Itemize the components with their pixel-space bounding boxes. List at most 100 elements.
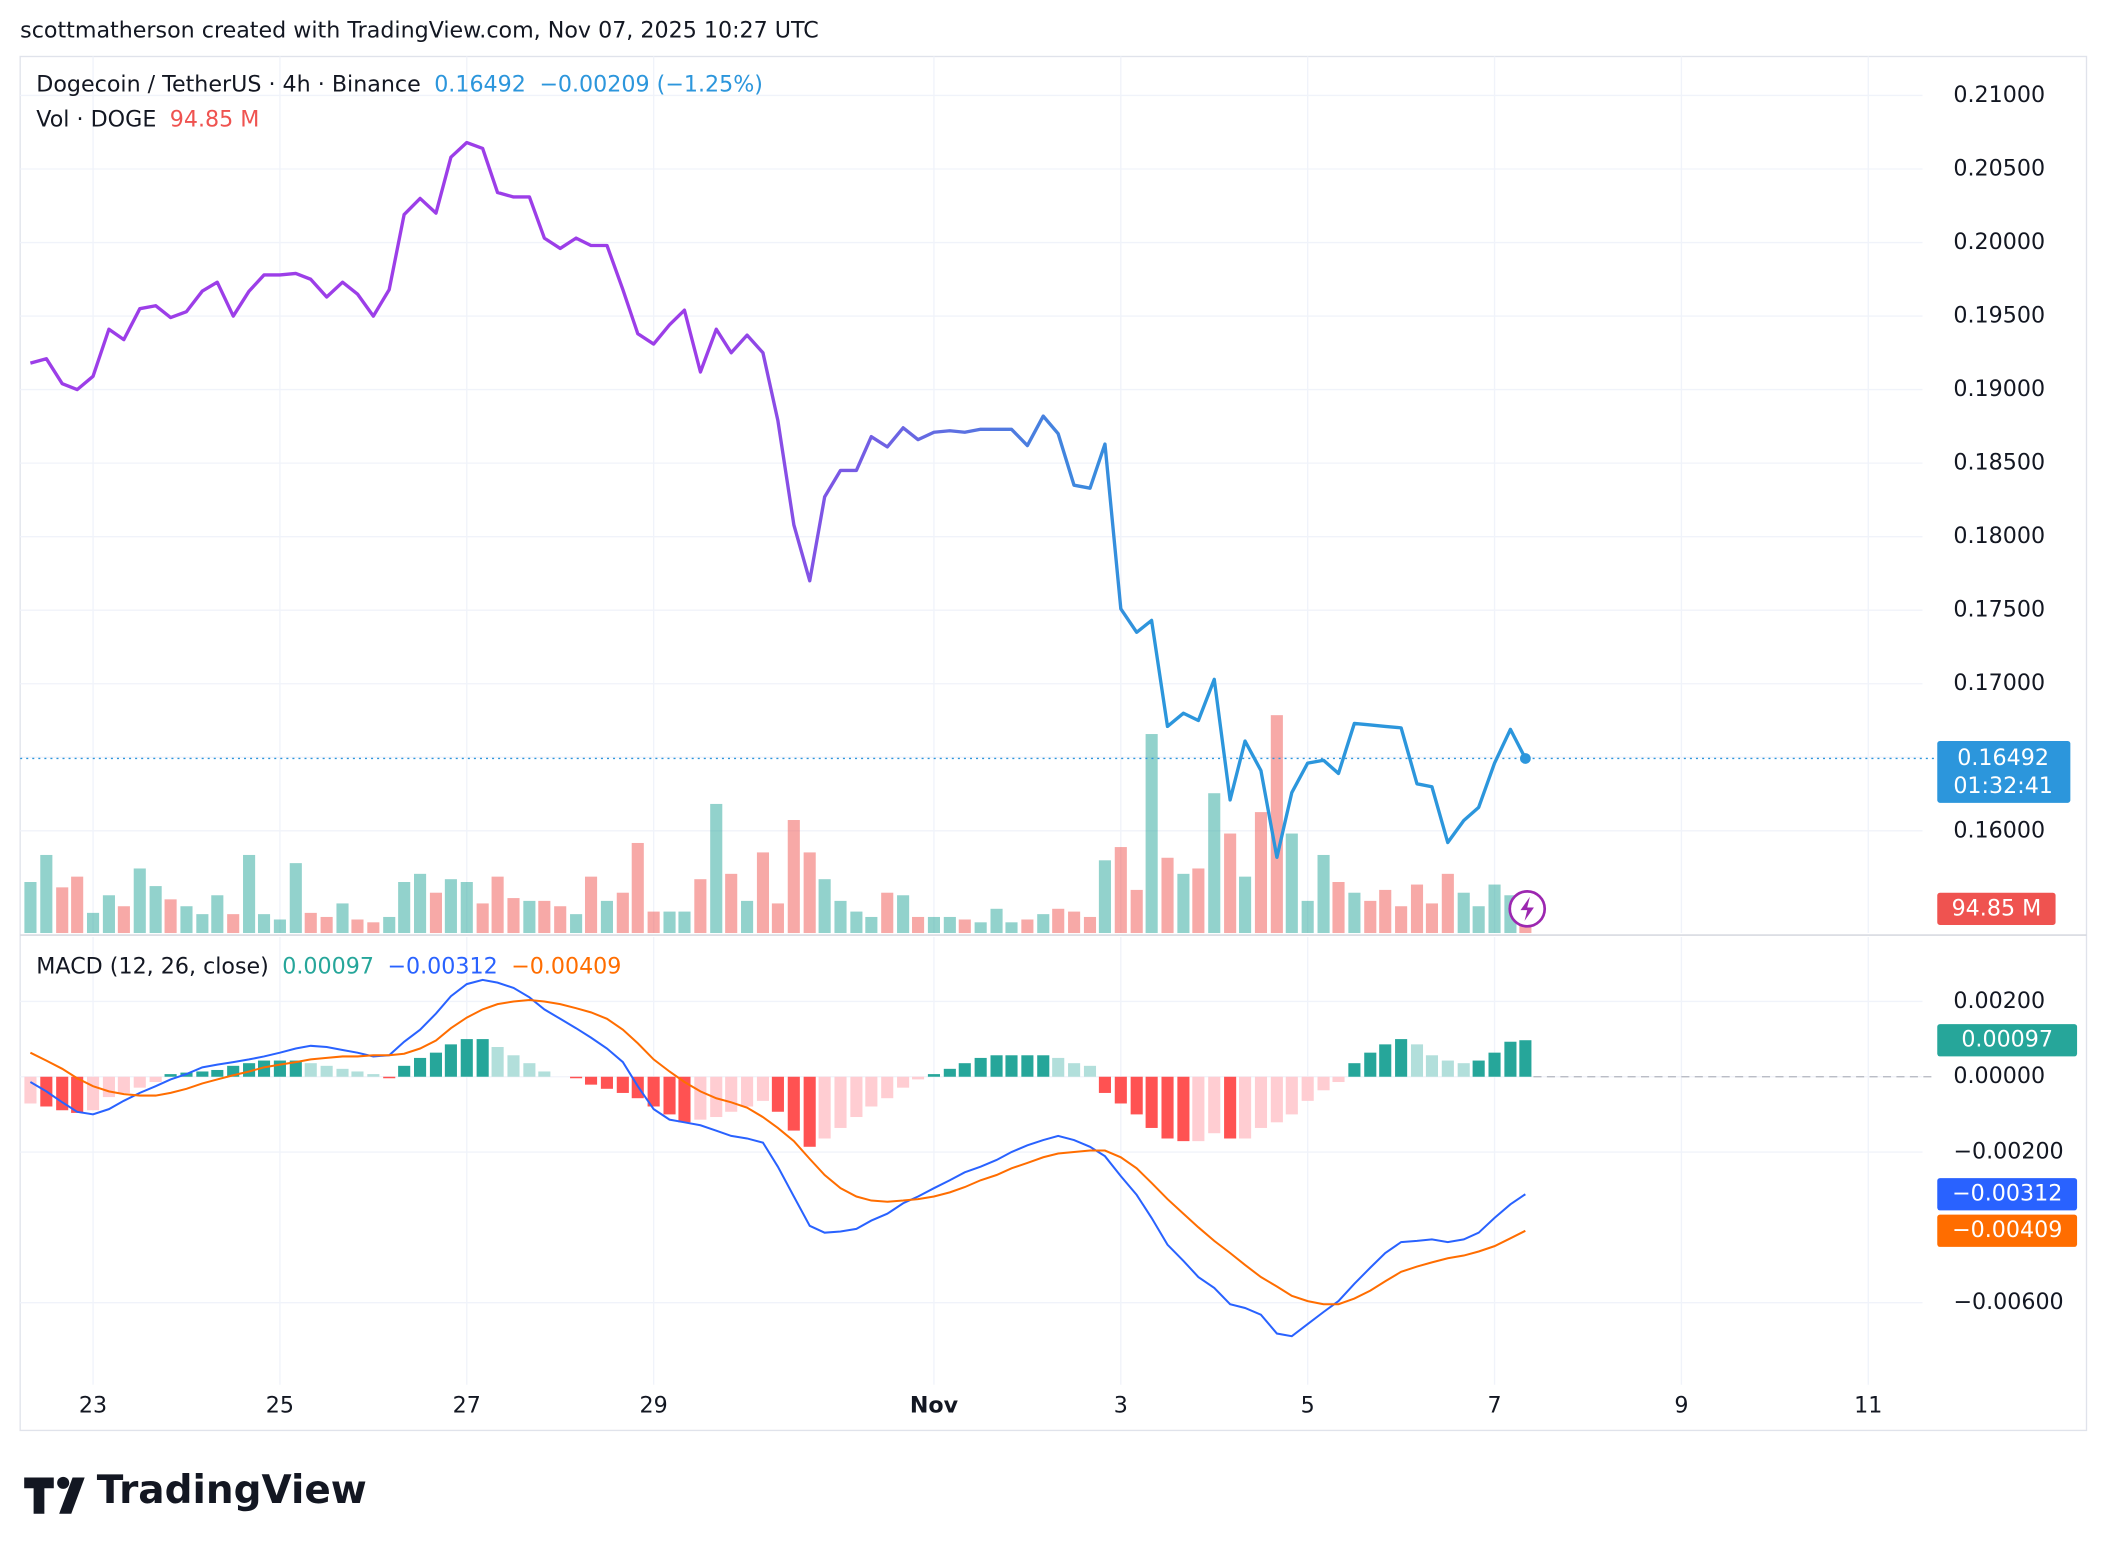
volume-bar bbox=[1192, 868, 1205, 934]
macd-histogram-bar bbox=[818, 1076, 831, 1139]
macd-histogram-bar bbox=[538, 1071, 551, 1077]
macd-histogram-bar bbox=[227, 1065, 240, 1077]
macd-histogram-bar bbox=[1395, 1039, 1408, 1077]
macd-histogram-bar bbox=[694, 1076, 707, 1120]
volume-bar bbox=[164, 899, 177, 934]
macd-histogram-bar bbox=[289, 1060, 302, 1077]
volume-bar bbox=[865, 916, 878, 934]
last-price-dot bbox=[1520, 753, 1531, 764]
volume-bar bbox=[554, 906, 567, 934]
macd-legend-hist: 0.00097 bbox=[282, 953, 374, 979]
volume-bar bbox=[273, 919, 286, 934]
macd-histogram-bar bbox=[1161, 1076, 1174, 1139]
volume-bar bbox=[803, 852, 816, 934]
volume-bar bbox=[600, 900, 613, 934]
macd-histogram-bar bbox=[912, 1076, 925, 1080]
macd-histogram-bar bbox=[881, 1076, 894, 1099]
alert-bolt bbox=[1520, 896, 1534, 921]
volume-bar bbox=[351, 919, 364, 934]
y-tick-label: 0.16000 bbox=[1953, 817, 2045, 843]
volume-bar bbox=[678, 911, 691, 934]
signal-line bbox=[29, 998, 1526, 1306]
macd-histogram-bar bbox=[523, 1063, 536, 1077]
macd-badge-value: −0.00312 bbox=[1952, 1181, 2062, 1207]
macd-legend-signal: −0.00409 bbox=[511, 953, 621, 979]
macd-histogram-bar bbox=[1441, 1060, 1454, 1077]
volume-bar bbox=[1301, 900, 1314, 934]
macd-histogram-bar bbox=[1021, 1055, 1034, 1077]
macd-histogram-bar bbox=[71, 1076, 84, 1113]
plot-layer: 23252729Nov3579110.160000.165000.170000.… bbox=[20, 56, 2078, 1419]
volume-bar bbox=[40, 854, 53, 934]
y-tick-label: 0.18500 bbox=[1953, 450, 2045, 476]
volume-bar bbox=[1270, 715, 1283, 934]
volume-bar bbox=[771, 903, 784, 934]
logo-icon bbox=[24, 1476, 85, 1514]
x-tick-label: 3 bbox=[1114, 1393, 1128, 1419]
macd-histogram-bar bbox=[974, 1057, 987, 1077]
volume-bar bbox=[1021, 919, 1034, 934]
volume-bar bbox=[958, 919, 971, 934]
legend: Vol · DOGE 94.85 M bbox=[36, 106, 259, 132]
volume-bar bbox=[56, 887, 69, 934]
frame bbox=[19, 55, 2088, 1432]
volume-bar bbox=[102, 895, 115, 934]
volume-bar bbox=[1285, 833, 1298, 934]
y-tick-label: 0.21000 bbox=[1953, 82, 2045, 108]
x-tick-label: 5 bbox=[1301, 1393, 1315, 1419]
macd-histogram-bar bbox=[320, 1065, 333, 1077]
volume-bar bbox=[1332, 882, 1345, 934]
legend-title: Dogecoin / TetherUS · 4h · Binance bbox=[36, 71, 420, 97]
macd-histogram-bar bbox=[243, 1063, 256, 1077]
x-tick-label: 25 bbox=[266, 1393, 294, 1419]
macd-histogram-bar bbox=[164, 1074, 177, 1077]
macd-histogram-bar bbox=[756, 1076, 770, 1101]
volume-bar bbox=[927, 916, 940, 934]
volume-bar bbox=[538, 900, 551, 934]
volume-bar bbox=[834, 900, 847, 934]
volume-bar bbox=[476, 903, 489, 934]
volume-bar bbox=[616, 892, 629, 934]
volume-bar bbox=[1052, 908, 1065, 934]
macd-histogram-bar bbox=[1488, 1052, 1501, 1077]
volume-bar bbox=[71, 876, 84, 934]
volume-bar bbox=[694, 879, 707, 934]
credit: scottmatherson created with TradingView.… bbox=[20, 17, 819, 43]
macd-histogram-bar bbox=[336, 1068, 349, 1077]
volume-bar bbox=[133, 868, 146, 934]
volume-bar bbox=[570, 914, 583, 934]
macd-histogram-bar bbox=[990, 1055, 1003, 1077]
logo-text: TradingView bbox=[97, 1468, 367, 1513]
macd-histogram-bar bbox=[24, 1076, 37, 1104]
volume-badge bbox=[1937, 892, 2056, 925]
volume-bar bbox=[1472, 906, 1485, 934]
volume-bar bbox=[398, 882, 411, 934]
macd-histogram-bar bbox=[1317, 1076, 1330, 1091]
volume-bar bbox=[196, 914, 209, 934]
x-tick-label: 27 bbox=[453, 1393, 481, 1419]
volume-bar bbox=[414, 873, 427, 934]
x-tick-label: 11 bbox=[1854, 1393, 1882, 1419]
macd-histogram-bar bbox=[56, 1076, 69, 1111]
volume-bar bbox=[507, 898, 520, 934]
volume-bar bbox=[756, 852, 770, 934]
macd-badge bbox=[1937, 1178, 2078, 1211]
volume-bar bbox=[818, 879, 831, 934]
volume-bar bbox=[1254, 812, 1268, 934]
macd-histogram-bar bbox=[1224, 1076, 1237, 1139]
y-tick-label: 0.20000 bbox=[1953, 229, 2045, 255]
volume-bar bbox=[663, 911, 676, 934]
macd-histogram-bar bbox=[725, 1076, 738, 1112]
macd-badge bbox=[1937, 1214, 2078, 1247]
macd-histogram-bar bbox=[117, 1076, 130, 1093]
volume-badge-value: 94.85 M bbox=[1952, 895, 2042, 921]
volume-bar bbox=[211, 895, 224, 934]
volume-bar bbox=[1441, 873, 1454, 934]
volume-bar bbox=[881, 892, 894, 934]
macd-histogram-bar bbox=[710, 1076, 723, 1118]
volume-bar bbox=[1317, 854, 1330, 934]
volume-bar bbox=[647, 911, 660, 934]
legend: Dogecoin / TetherUS · 4h · Binance 0.1649… bbox=[36, 71, 763, 97]
